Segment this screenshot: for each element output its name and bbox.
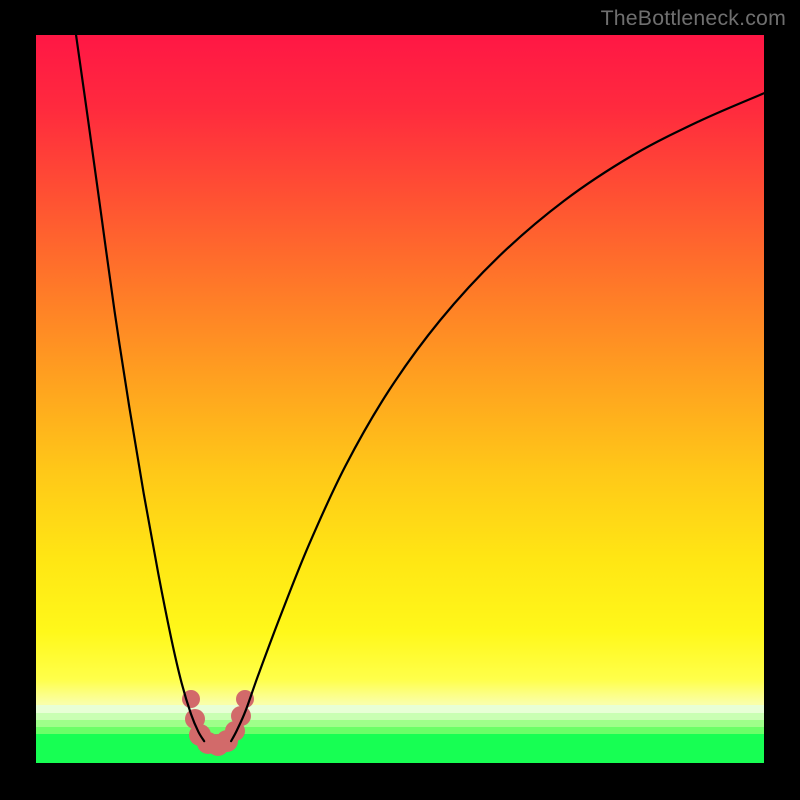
plot-area — [36, 35, 764, 763]
watermark-text: TheBottleneck.com — [601, 6, 786, 31]
bottleneck-curves — [36, 35, 764, 763]
curve-right-branch — [231, 93, 764, 741]
curve-left-branch — [76, 35, 204, 741]
chart-frame — [0, 0, 800, 800]
